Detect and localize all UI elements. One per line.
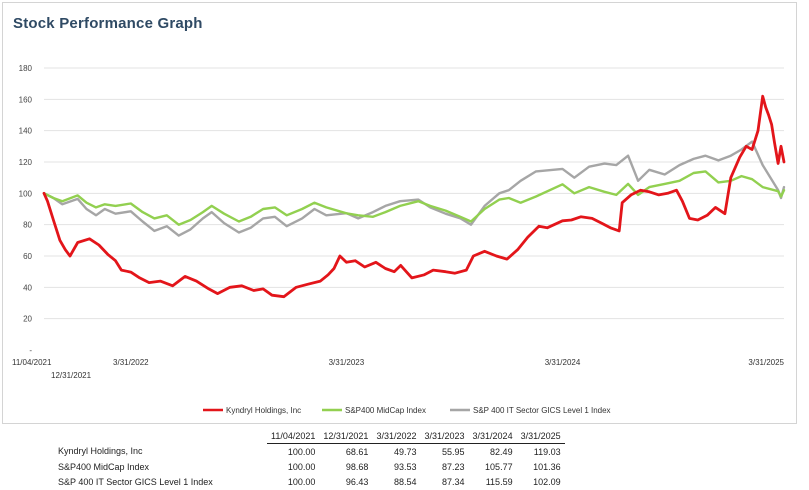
x-tick-label: 3/31/2024 [545, 358, 581, 367]
table-cell: 101.36 [533, 461, 561, 472]
table-cell: 82.49 [490, 446, 513, 457]
table-header-row: 11/04/2021 12/31/2021 3/31/2022 3/31/202… [58, 428, 565, 444]
chart-title: Stock Performance Graph [13, 15, 203, 32]
series-line-2 [42, 140, 786, 237]
table-corner [58, 428, 267, 444]
table-cell: 105.77 [485, 461, 513, 472]
y-tick-label: 180 [19, 64, 33, 73]
performance-table: 11/04/2021 12/31/2021 3/31/2022 3/31/202… [58, 428, 565, 489]
table-cell: 98.68 [345, 461, 369, 472]
legend-label: Kyndryl Holdings, Inc [226, 406, 301, 415]
table-cell: 100.00 [287, 476, 316, 487]
y-tick-label: 120 [19, 158, 33, 167]
table-cell: 55.95 [442, 446, 465, 457]
x-tick-label: 12/31/2021 [51, 371, 92, 380]
y-tick-label: 80 [23, 221, 32, 230]
table-cell: 87.23 [442, 461, 465, 472]
table-header: 3/31/2024 [468, 428, 517, 444]
y-tick-label: - [29, 346, 32, 355]
table-cell: 49.73 [393, 446, 417, 457]
x-tick-label: 3/31/2025 [748, 358, 784, 367]
y-tick-label: 160 [19, 95, 33, 104]
table-cell: 96.43 [345, 476, 369, 487]
table-cell: 93.53 [393, 461, 417, 472]
table-header: 3/31/2025 [516, 428, 565, 444]
row-label: S&P400 MidCap Index [58, 461, 150, 472]
series-line-1 [42, 170, 786, 226]
performance-chart: - 20 40 60 80 100 120 140 160 180 11/04/2021 12/31/… [12, 64, 786, 415]
legend-label: S&P 400 IT Sector GICS Level 1 Index [473, 406, 611, 415]
table-header: 3/31/2023 [420, 428, 469, 444]
legend-label: S&P400 MidCap Index [345, 406, 426, 415]
y-tick-label: 60 [23, 252, 32, 261]
x-tick-label: 11/04/2021 [12, 358, 52, 367]
table-row: S&P 400 IT Sector GICS Level 1 Index 100… [58, 474, 565, 489]
y-tick-label: 140 [19, 127, 33, 136]
row-label: Kyndryl Holdings, Inc [58, 446, 143, 457]
x-tick-label: 3/31/2023 [329, 358, 365, 367]
y-tick-label: 100 [19, 189, 33, 198]
table-cell: 68.61 [345, 446, 369, 457]
table-cell: 100.00 [287, 446, 316, 457]
table-header: 3/31/2022 [372, 428, 421, 444]
table-cell: 119.03 [533, 446, 561, 457]
table-cell: 100.00 [287, 461, 316, 472]
table-header: 12/31/2021 [319, 428, 373, 444]
table-row: S&P400 MidCap Index 100.00 98.68 93.53 8… [58, 459, 565, 474]
table-cell: 102.09 [533, 476, 561, 487]
y-tick-label: 40 [23, 283, 32, 292]
x-tick-label: 3/31/2022 [113, 358, 149, 367]
table-header: 11/04/2021 [267, 428, 320, 444]
table-cell: 87.34 [442, 476, 465, 487]
table-row: Kyndryl Holdings, Inc 100.00 68.61 49.73… [58, 444, 565, 460]
row-label: S&P 400 IT Sector GICS Level 1 Index [58, 476, 213, 487]
table-cell: 115.59 [485, 476, 513, 487]
series-line-0 [42, 94, 786, 299]
table-cell: 88.54 [393, 476, 417, 487]
y-tick-label: 20 [23, 315, 32, 324]
